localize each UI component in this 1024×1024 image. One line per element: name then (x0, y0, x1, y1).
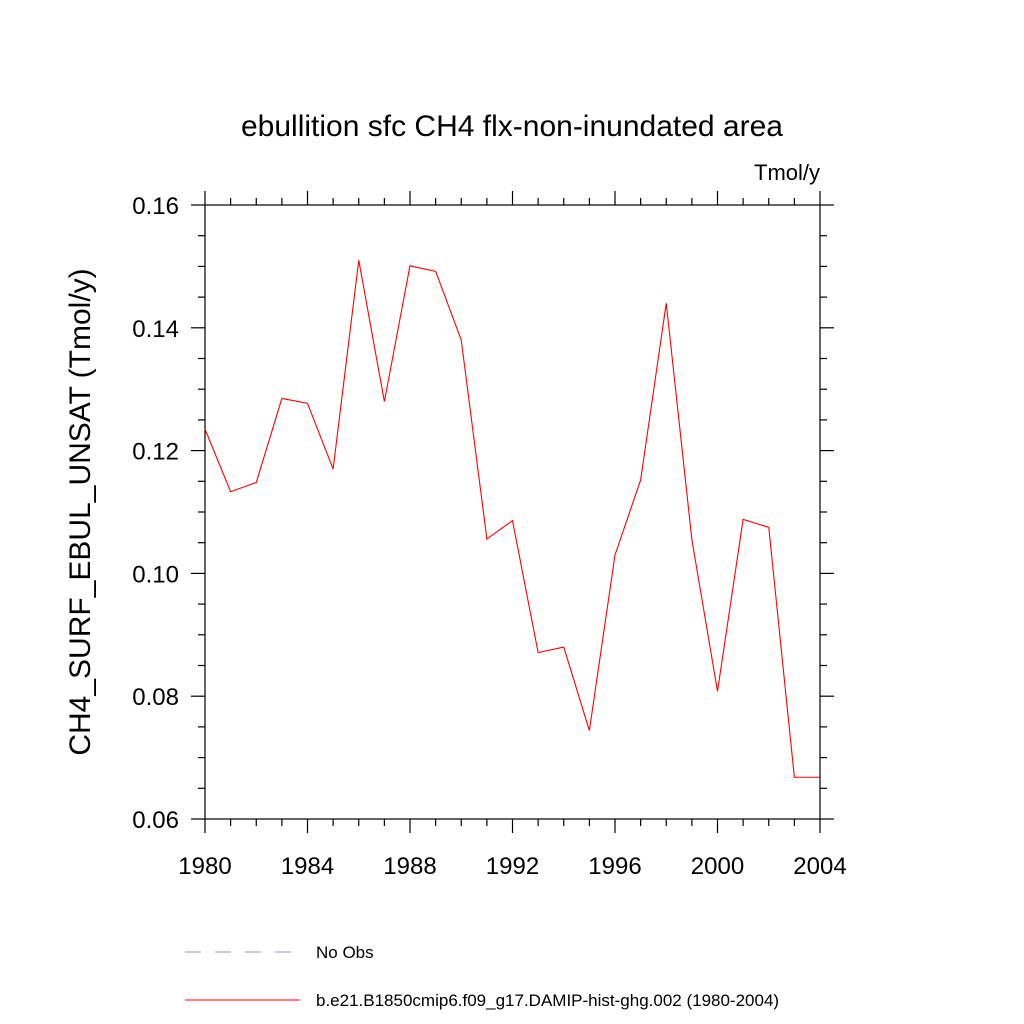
series-group (204, 260, 821, 778)
y-tick-label: 0.14 (132, 316, 179, 343)
units-label: Tmol/y (754, 160, 820, 185)
x-tick-label: 2000 (691, 853, 744, 880)
legend-label-model-run: b.e21.B1850cmip6.f09_g17.DAMIP-hist-ghg.… (316, 991, 779, 1010)
y-axis-label: CH4_SURF_EBUL_UNSAT (Tmol/y) (64, 268, 97, 755)
y-tick-label: 0.08 (132, 684, 179, 711)
y-tick-label: 0.16 (132, 193, 179, 220)
x-tick-label: 2004 (793, 853, 846, 880)
axis-ticks: 1980 1984 1988 1992 1996 2000 2004 0.06 0.08 0.10… (132, 191, 847, 880)
x-tick-label: 1988 (383, 853, 436, 880)
legend-label-no-obs: No Obs (316, 943, 374, 962)
legend: No Obs b.e21.B1850cmip6.f09_g17.DAMIP-hi… (185, 943, 779, 1010)
x-tick-label: 1996 (588, 853, 641, 880)
plot-frame (204, 204, 821, 820)
x-tick-label: 1992 (486, 853, 539, 880)
y-tick-label: 0.10 (132, 561, 179, 588)
chart-title: ebullition sfc CH4 flx-non-inundated are… (241, 110, 783, 143)
y-tick-label: 0.12 (132, 439, 179, 466)
x-tick-label: 1980 (178, 853, 231, 880)
y-tick-label: 0.06 (132, 807, 179, 834)
x-tick-label: 1984 (281, 853, 334, 880)
series-line (204, 260, 820, 778)
